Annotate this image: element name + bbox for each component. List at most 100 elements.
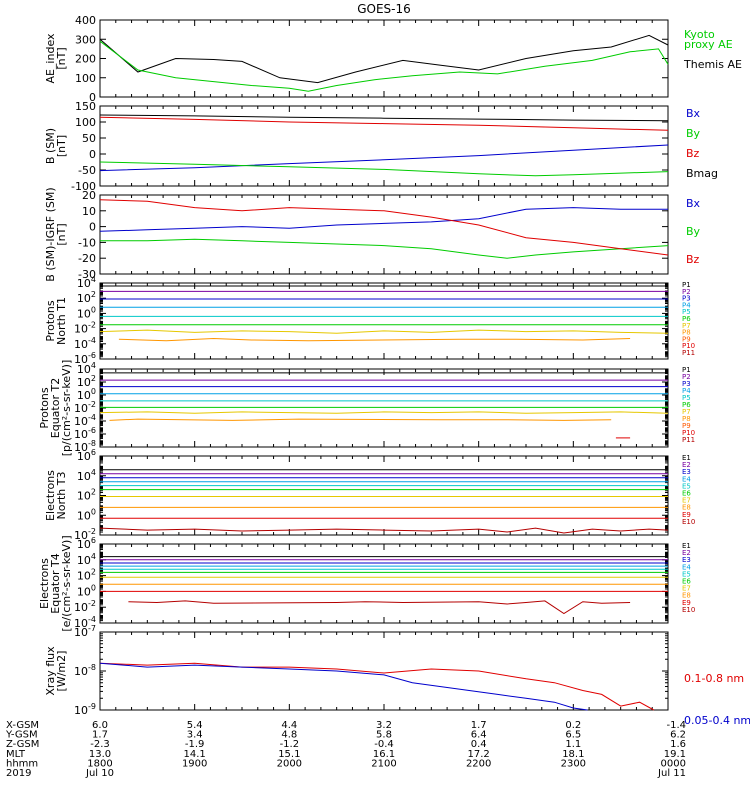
series-themis-ae: [99, 34, 669, 84]
x-axis-row-value: -1.4: [666, 720, 686, 731]
legend-entry: P9: [682, 335, 691, 343]
x-axis-row-value: 3.2: [376, 720, 392, 731]
x-axis-row-value: 14.1: [184, 749, 206, 760]
panel-frame: [99, 631, 669, 711]
y-tick-label: 0: [89, 148, 96, 161]
y-tick-label: 102: [77, 290, 96, 305]
y-tick-label: 100: [77, 305, 96, 320]
legend-entry: Bz: [686, 253, 700, 266]
y-tick-label: 100: [77, 583, 96, 598]
legend-entry: P6: [682, 315, 691, 323]
series-0-1-0-8-nm: [99, 662, 655, 711]
legend-entry: E5: [682, 482, 691, 490]
legend-entry: P1: [682, 281, 691, 289]
x-axis-row-value: 0.2: [565, 720, 581, 731]
x-axis-row-value: 17.2: [468, 749, 490, 760]
legend-entry: Bx: [686, 197, 701, 210]
y-axis-label: AE_index: [44, 33, 57, 84]
legend-entry: P6: [682, 401, 691, 409]
x-axis-row-value: -0.4: [374, 739, 394, 750]
legend-entry: P4: [682, 301, 691, 309]
y-axis-label: North T1: [55, 297, 68, 345]
y-tick-label: 10-7: [74, 624, 96, 639]
x-axis-row-value: -2.3: [90, 739, 110, 750]
y-tick-label: 10-9: [74, 702, 96, 717]
series-by: [100, 238, 669, 259]
y-tick-label: 104: [77, 361, 96, 376]
x-axis-row-value: 1.7: [471, 720, 487, 731]
panel-frame: [99, 455, 669, 536]
y-tick-label: -10: [78, 236, 96, 249]
series-bx: [99, 144, 669, 172]
x-axis-row-value: 13.0: [89, 749, 111, 760]
y-tick-label: 0: [89, 91, 96, 104]
legend-entry: E2: [682, 549, 691, 557]
legend-entry: Kyoto: [684, 28, 715, 41]
y-tick-label: 10-4: [74, 615, 96, 630]
y-tick-label: 10-2: [74, 527, 96, 542]
y-tick-label: 300: [75, 33, 96, 46]
y-axis-label: [nT]: [55, 47, 68, 69]
x-axis-row-value: 2300: [561, 758, 586, 769]
legend-entry: P10: [682, 342, 695, 350]
legend-entry: proxy AE: [684, 38, 733, 51]
legend-entry: 0.1-0.8 nm: [684, 672, 744, 685]
y-tick-label: 400: [75, 14, 96, 27]
y-tick-label: 10-2: [74, 400, 96, 415]
legend-entry: E9: [682, 511, 691, 519]
legend-entry: Bmag: [686, 167, 718, 180]
y-tick-label: 104: [77, 552, 96, 567]
y-tick-label: 100: [77, 387, 96, 402]
x-axis-row-label: hhmm: [6, 758, 38, 769]
y-tick-label: 10-4: [74, 336, 96, 351]
legend-entry: E10: [682, 518, 695, 526]
series-0-05-0-4-nm: [99, 662, 588, 711]
x-axis-row-value: 6.2: [670, 730, 686, 741]
x-axis-row-label: X-GSM: [6, 720, 39, 731]
y-axis-label: North T3: [55, 472, 68, 520]
legend-entry: E2: [682, 461, 691, 469]
series-bmag: [99, 114, 669, 122]
y-tick-label: 102: [77, 488, 96, 503]
y-tick-label: 106: [77, 536, 96, 551]
x-axis-row-value: 1800: [87, 758, 112, 769]
y-axis-label: [e/(cm²-s-sr-keV)]: [60, 535, 73, 631]
y-tick-label: 10-4: [74, 413, 96, 428]
series-bz: [99, 116, 669, 131]
y-tick-label: 10-8: [74, 663, 96, 678]
plot-title: GOES-16: [357, 2, 411, 16]
x-axis-row-value: 2100: [371, 758, 396, 769]
y-axis-label: B (SM)-IGRF (SM): [44, 187, 57, 281]
x-axis-row-label: MLT: [6, 749, 26, 760]
x-axis-row-value: 1.7: [92, 730, 108, 741]
x-axis-row-value: 16.1: [373, 749, 395, 760]
legend-entry: E4: [682, 475, 691, 483]
series-p7: [99, 411, 669, 414]
legend-entry: P10: [682, 429, 695, 437]
y-axis-label: Equator T2: [49, 378, 62, 438]
y-tick-label: 10-2: [74, 599, 96, 614]
legend-entry: Bx: [686, 107, 701, 120]
y-tick-label: 10: [82, 205, 96, 218]
legend-entry: E4: [682, 563, 691, 571]
legend-entry: E8: [682, 592, 691, 600]
legend-entry: P5: [682, 308, 691, 316]
legend-entry: P9: [682, 422, 691, 430]
y-tick-label: 0: [89, 221, 96, 234]
y-tick-label: -50: [78, 164, 96, 177]
panel-frame: [99, 282, 669, 360]
y-axis-label: Xray flux: [44, 646, 57, 696]
legend-entry: E8: [682, 504, 691, 512]
y-tick-label: 100: [75, 116, 96, 129]
y-axis-label: Electrons: [38, 558, 51, 609]
legend-entry: Bz: [686, 147, 700, 160]
series-e10: [128, 600, 631, 615]
panel-bigrf: -30 -20 -10 0 10 20 B (SM)-IGRF (SM)[nT] Bx By Bz: [44, 187, 701, 281]
legend-entry: By: [686, 127, 701, 140]
legend-entry: P3: [682, 380, 691, 388]
legend-entry: P8: [682, 329, 691, 337]
